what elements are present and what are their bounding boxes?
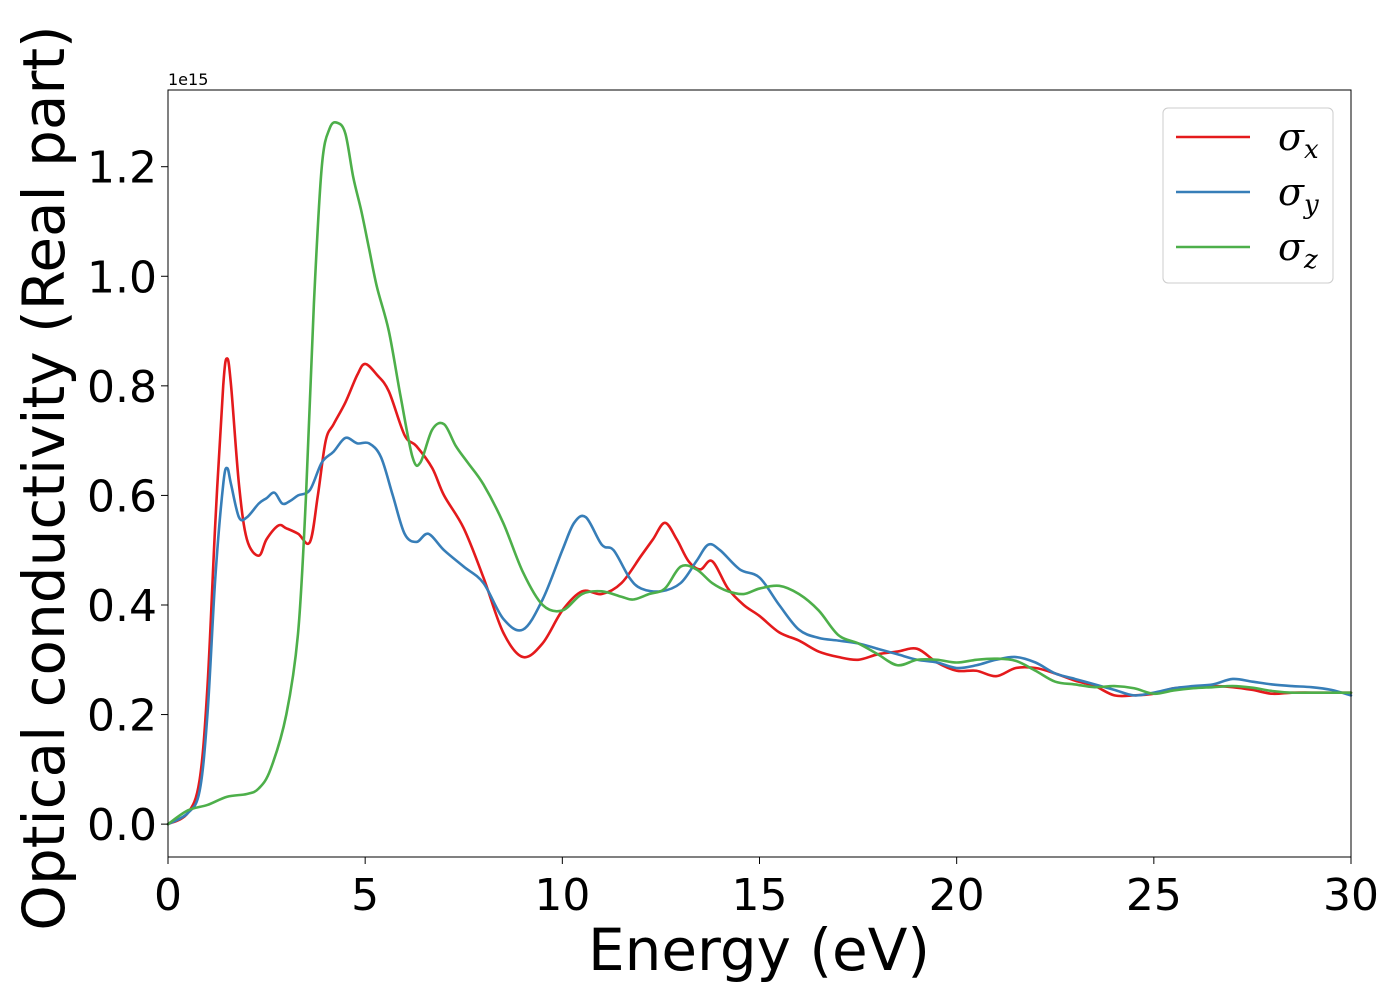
series-line-y [166, 436, 1353, 826]
y-tick-label: 1.0 [87, 252, 157, 303]
y-offset-label: 1e15 [168, 70, 208, 89]
x-tick-label: 0 [154, 870, 182, 921]
series-line-z [166, 120, 1353, 826]
x-tick-label: 15 [732, 870, 788, 921]
x-axis-title: Energy (eV) [588, 916, 930, 984]
y-axis: 0.0 0.2 0.4 0.6 0.8 1.0 1.2 [87, 143, 168, 851]
x-tick-label: 30 [1323, 870, 1379, 921]
x-tick-label: 20 [929, 870, 985, 921]
legend-label-x: σx [1278, 115, 1319, 165]
x-tick-label: 10 [534, 870, 590, 921]
legend-label-y: σy [1278, 170, 1319, 220]
y-tick-label: 0.6 [87, 471, 157, 522]
y-tick-label: 1.2 [87, 143, 157, 194]
x-tick-label: 25 [1126, 870, 1182, 921]
legend-box [1162, 107, 1334, 284]
y-tick-label: 0.8 [87, 362, 157, 413]
y-tick-label: 0.0 [87, 800, 157, 851]
x-axis: 0 5 10 15 20 25 30 [154, 857, 1379, 921]
y-tick-label: 0.4 [87, 581, 157, 632]
x-tick-label: 5 [351, 870, 379, 921]
series-layer [166, 120, 1353, 826]
y-tick-label: 0.2 [87, 691, 157, 742]
legend-label-z: σz [1278, 225, 1318, 275]
y-axis-title: Optical conductivity (Real part) [10, 25, 78, 930]
